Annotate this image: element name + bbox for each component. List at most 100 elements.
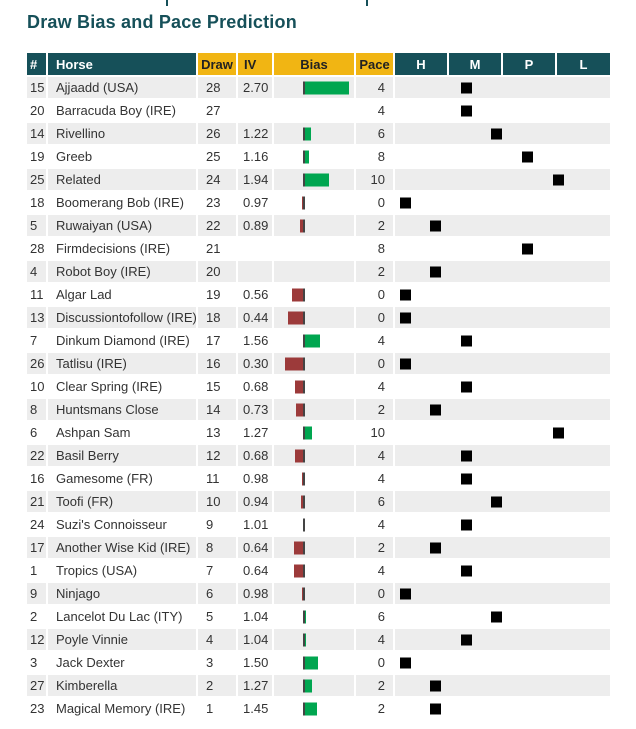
cell-number: 7 (27, 330, 48, 351)
table-row: 14 Rivellino 26 1.22 6 (27, 123, 610, 144)
bias-bar-positive (305, 679, 312, 692)
bias-baseline-tick (303, 656, 305, 669)
pace-position-marker (460, 473, 472, 484)
cell-horse-name: Tropics (USA) (48, 560, 198, 581)
cell-bias (274, 583, 356, 604)
cell-draw: 2 (198, 675, 238, 696)
cell-bias (274, 468, 356, 489)
col-header-num[interactable]: # (27, 53, 48, 75)
cell-draw: 1 (198, 698, 238, 719)
bias-bar-positive (305, 610, 306, 623)
cell-pace-position (395, 629, 610, 650)
cell-horse-name: Ashpan Sam (48, 422, 198, 443)
cell-pace: 2 (356, 215, 395, 236)
col-header-h[interactable]: H (395, 53, 449, 75)
cell-pace-position (395, 491, 610, 512)
table-row: 24 Suzi's Connoisseur 9 1.01 4 (27, 514, 610, 535)
cell-bias (274, 514, 356, 535)
pace-position-marker (491, 611, 503, 622)
cell-horse-name: Greeb (48, 146, 198, 167)
col-header-p[interactable]: P (503, 53, 557, 75)
cell-iv: 1.04 (238, 606, 274, 627)
cell-bias (274, 491, 356, 512)
cell-pace-position (395, 399, 610, 420)
pace-position-marker (460, 335, 472, 346)
col-header-draw[interactable]: Draw (198, 53, 238, 75)
cell-iv: 1.45 (238, 698, 274, 719)
cell-number: 28 (27, 238, 48, 259)
pace-position-marker (399, 197, 411, 208)
pace-position-marker (521, 243, 533, 254)
cell-horse-name: Barracuda Boy (IRE) (48, 100, 198, 121)
cell-bias (274, 560, 356, 581)
cell-iv: 1.27 (238, 675, 274, 696)
cell-pace: 0 (356, 307, 395, 328)
bias-bar-negative (302, 587, 303, 600)
cell-pace-position (395, 238, 610, 259)
cell-draw: 4 (198, 629, 238, 650)
cell-draw: 23 (198, 192, 238, 213)
cell-pace: 0 (356, 353, 395, 374)
table-row: 5 Ruwaiyan (USA) 22 0.89 2 (27, 215, 610, 236)
bias-baseline-tick (303, 311, 305, 324)
bias-bar-negative (288, 311, 303, 324)
cell-horse-name: Gamesome (FR) (48, 468, 198, 489)
cell-bias (274, 698, 356, 719)
table-row: 25 Related 24 1.94 10 (27, 169, 610, 190)
cell-pace: 0 (356, 583, 395, 604)
cell-pace: 10 (356, 169, 395, 190)
cell-horse-name: Tatlisu (IRE) (48, 353, 198, 374)
cell-pace: 0 (356, 192, 395, 213)
col-header-iv[interactable]: IV (238, 53, 274, 75)
cell-draw: 3 (198, 652, 238, 673)
cell-pace-position (395, 514, 610, 535)
cell-iv: 0.98 (238, 583, 274, 604)
table-row: 10 Clear Spring (IRE) 15 0.68 4 (27, 376, 610, 397)
cell-iv: 1.04 (238, 629, 274, 650)
bias-bar-negative (296, 403, 303, 416)
pace-position-marker (460, 381, 472, 392)
cell-bias (274, 146, 356, 167)
cell-draw: 18 (198, 307, 238, 328)
col-header-bias[interactable]: Bias (274, 53, 356, 75)
cell-bias (274, 537, 356, 558)
cell-bias (274, 307, 356, 328)
col-header-pace[interactable]: Pace (356, 53, 395, 75)
cell-pace-position (395, 215, 610, 236)
cell-draw: 6 (198, 583, 238, 604)
col-header-horse[interactable]: Horse (48, 53, 198, 75)
cell-draw: 14 (198, 399, 238, 420)
bias-bar-positive (305, 334, 320, 347)
cell-draw: 15 (198, 376, 238, 397)
pace-position-marker (460, 634, 472, 645)
cell-iv: 0.68 (238, 376, 274, 397)
pace-position-marker (521, 151, 533, 162)
bias-bar-negative (292, 288, 303, 301)
bias-bar-negative (301, 495, 303, 508)
bias-baseline-tick (303, 357, 305, 370)
bias-baseline-tick (303, 81, 305, 94)
cell-number: 17 (27, 537, 48, 558)
cell-pace: 2 (356, 698, 395, 719)
cell-iv (238, 261, 274, 282)
cell-pace: 4 (356, 468, 395, 489)
cell-number: 9 (27, 583, 48, 604)
bias-baseline-tick (303, 173, 305, 186)
pace-position-marker (399, 289, 411, 300)
cell-number: 23 (27, 698, 48, 719)
cell-draw: 27 (198, 100, 238, 121)
cell-iv: 0.64 (238, 537, 274, 558)
col-header-m[interactable]: M (449, 53, 503, 75)
pace-position-marker (430, 542, 442, 553)
cell-iv: 0.44 (238, 307, 274, 328)
cell-number: 24 (27, 514, 48, 535)
cell-horse-name: Basil Berry (48, 445, 198, 466)
pace-position-marker (491, 496, 503, 507)
top-divider-tick (366, 0, 368, 6)
table-row: 3 Jack Dexter 3 1.50 0 (27, 652, 610, 673)
cell-draw: 28 (198, 77, 238, 98)
cell-bias (274, 652, 356, 673)
col-header-l[interactable]: L (557, 53, 610, 75)
cell-pace: 8 (356, 238, 395, 259)
table-row: 19 Greeb 25 1.16 8 (27, 146, 610, 167)
